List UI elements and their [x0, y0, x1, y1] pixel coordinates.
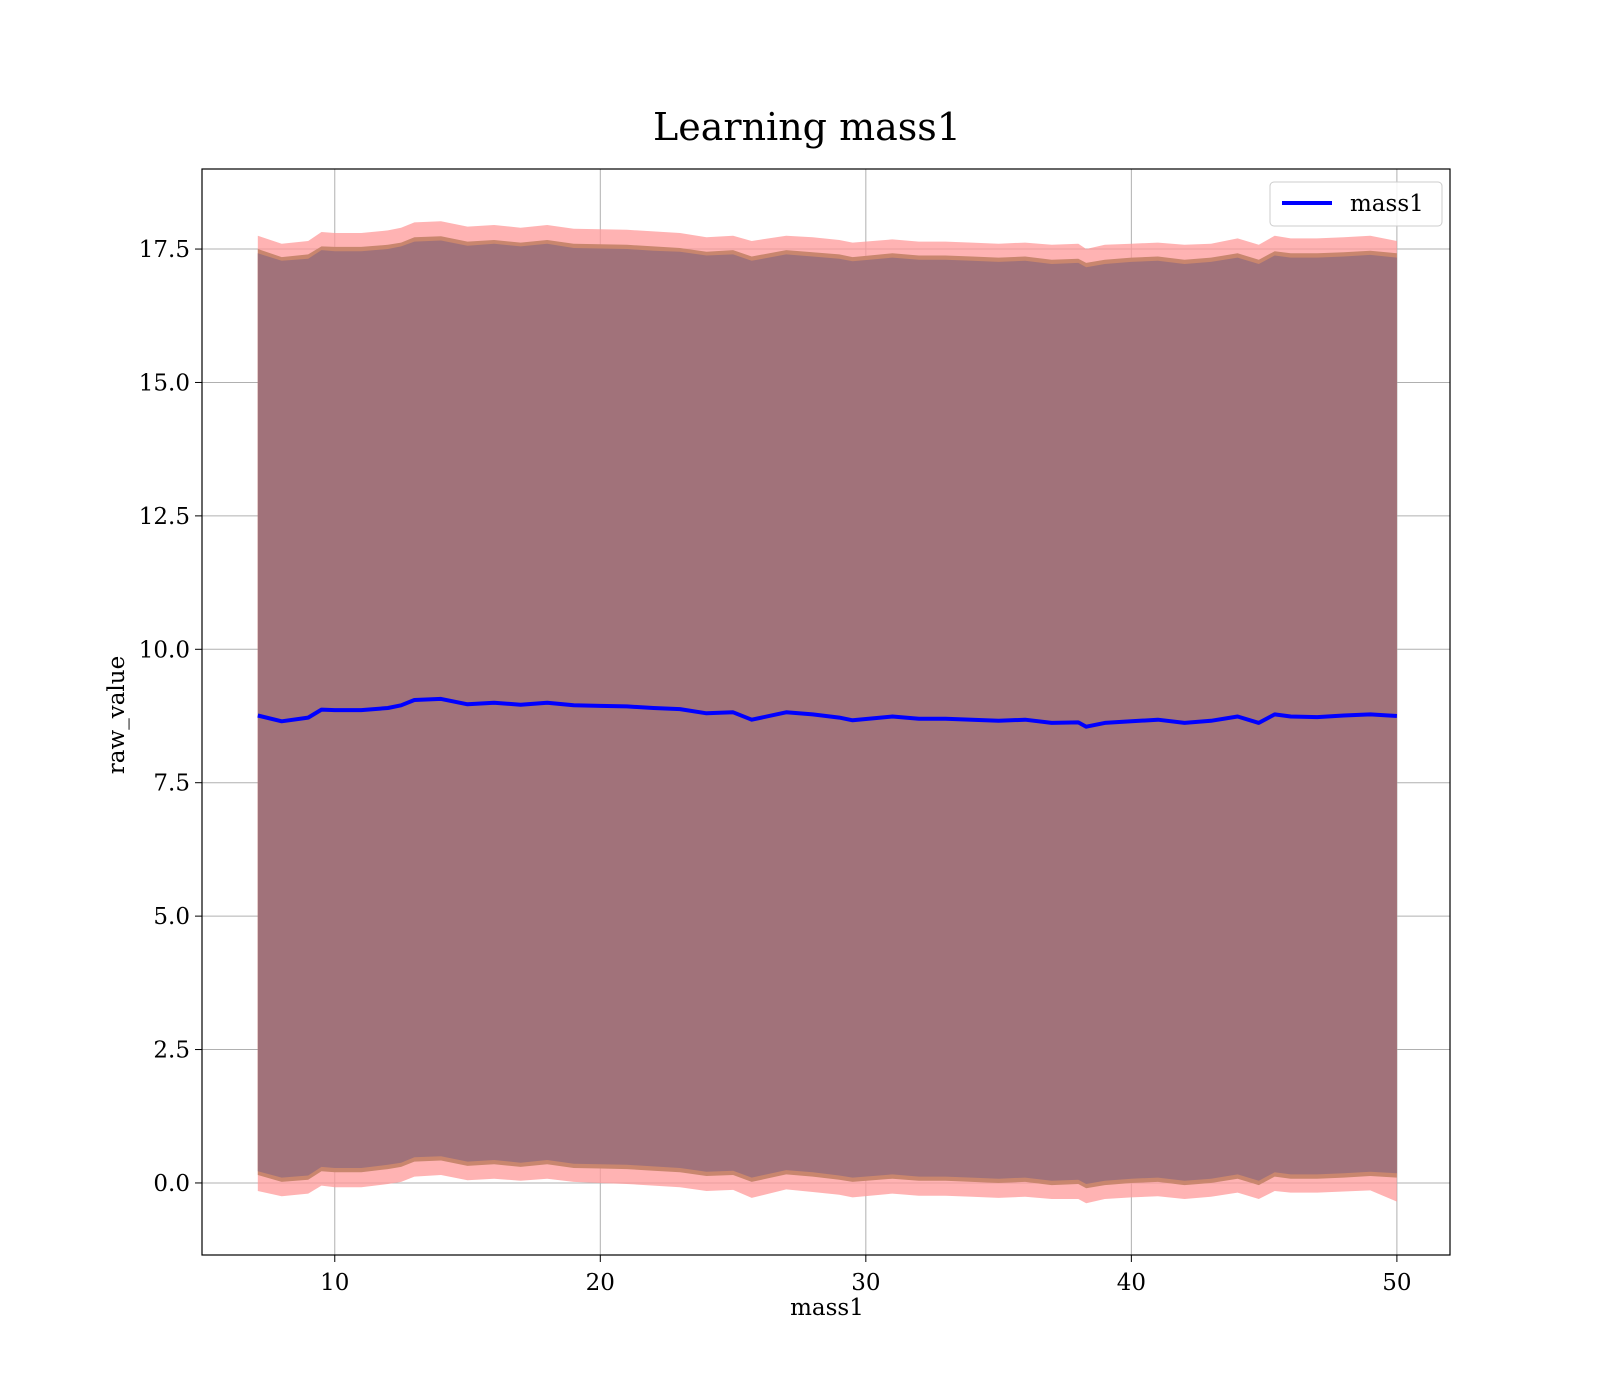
- legend: mass1: [1269, 181, 1443, 227]
- x-tick-label: 40: [1117, 1270, 1146, 1296]
- plot-frame: [201, 168, 1451, 1256]
- series-line-mass1: [257, 696, 1398, 729]
- y-tick-label: 7.5: [153, 771, 190, 797]
- y-axis: 0.0 2.5 5.0 7.5 10.0 12.5 15.0 17.5: [139, 237, 202, 1197]
- line-layer: [257, 696, 1398, 729]
- y-tick-label: 5.0: [153, 904, 190, 930]
- y-tick-label: 2.5: [153, 1038, 190, 1064]
- legend-box: [1269, 181, 1443, 227]
- y-tick-label: 17.5: [139, 237, 190, 263]
- y-tick-label: 0.0: [153, 1171, 190, 1197]
- y-tick-label: 15.0: [139, 370, 190, 396]
- chart-title: Learning mass1: [653, 105, 961, 149]
- y-axis-label: raw_value: [104, 656, 130, 774]
- x-tick-label: 20: [586, 1270, 615, 1296]
- x-tick-label: 10: [320, 1270, 349, 1296]
- x-tick-label: 50: [1382, 1270, 1411, 1296]
- x-axis-label: mass1: [790, 1295, 864, 1321]
- x-tick-label: 30: [851, 1270, 880, 1296]
- y-tick-label: 12.5: [139, 504, 190, 530]
- inner-band-area: [257, 240, 1397, 1184]
- legend-label-mass1: mass1: [1350, 191, 1424, 217]
- y-tick-label: 10.0: [139, 637, 190, 663]
- band-layer: [257, 221, 1397, 1204]
- x-axis: 10 20 30 40 50: [320, 1255, 1412, 1296]
